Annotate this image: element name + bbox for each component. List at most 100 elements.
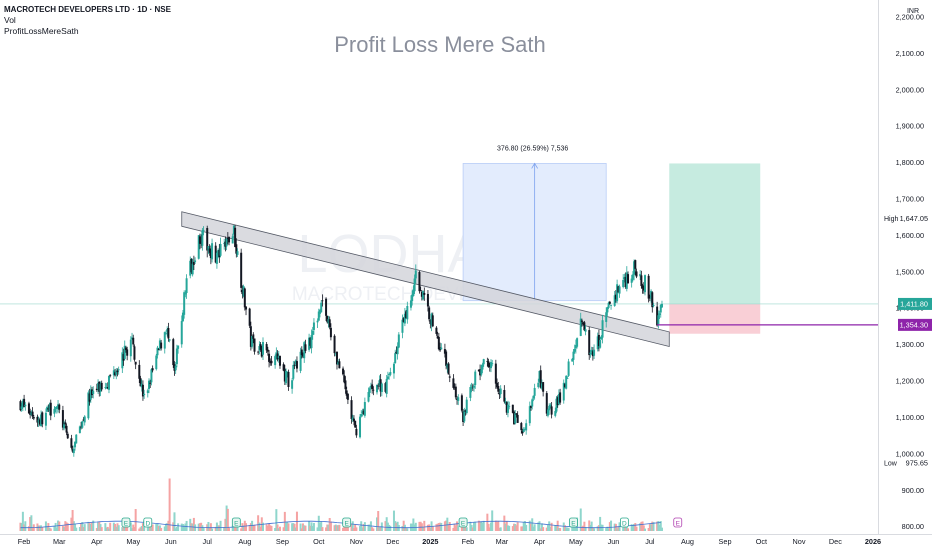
candle xyxy=(311,330,314,335)
volume-bar xyxy=(486,513,489,531)
volume-bar xyxy=(286,521,289,531)
stop-zone[interactable] xyxy=(669,303,761,334)
earnings-marker[interactable] xyxy=(569,517,578,528)
volume-bar xyxy=(269,525,272,531)
volume-bar xyxy=(539,528,542,531)
descending-channel[interactable] xyxy=(181,211,670,347)
volume-bar xyxy=(100,527,103,531)
symbol-title[interactable]: MACROTECH DEVELOPERS LTD · 1D · NSE xyxy=(4,5,171,14)
volume-bar xyxy=(81,522,84,531)
volume-bar xyxy=(172,522,175,531)
volume-bar xyxy=(207,521,210,531)
candle xyxy=(447,363,450,375)
volume-bar xyxy=(650,524,653,531)
volume-bar xyxy=(352,528,355,531)
volume-bar xyxy=(608,522,611,531)
volume-bar xyxy=(245,523,248,531)
volume-bar xyxy=(131,528,134,531)
candle xyxy=(481,364,484,370)
volume-bar xyxy=(181,524,184,531)
volume-bar xyxy=(515,525,518,531)
volume-bar xyxy=(236,525,239,531)
candle xyxy=(235,244,238,254)
candle xyxy=(361,411,364,413)
volume-bar xyxy=(660,527,663,531)
volume-bar xyxy=(225,505,228,531)
candle xyxy=(345,390,348,396)
candle xyxy=(567,361,570,376)
candle xyxy=(200,241,203,244)
earnings-marker[interactable] xyxy=(342,517,352,528)
vol-legend[interactable]: Vol xyxy=(4,15,16,25)
volume-bar xyxy=(363,522,366,531)
earnings-marker[interactable] xyxy=(231,517,241,528)
volume-bar xyxy=(582,525,585,531)
upcoming-earnings-marker[interactable] xyxy=(673,517,683,528)
volume-bar xyxy=(316,527,319,531)
earnings-marker-label: E xyxy=(571,521,576,528)
dividend-marker[interactable] xyxy=(143,517,153,528)
volume-bar xyxy=(262,522,265,531)
volume-bar xyxy=(652,522,655,531)
indicator-legend[interactable]: ProfitLossMereSath xyxy=(4,26,79,36)
candle xyxy=(409,300,412,308)
candle xyxy=(508,406,511,408)
volume-bar xyxy=(287,523,290,531)
volume-bar xyxy=(304,525,307,531)
x-tick-label: Feb xyxy=(18,537,31,546)
candle xyxy=(99,383,102,392)
volume-bar xyxy=(412,518,415,531)
volume-bar xyxy=(231,525,234,531)
volume-bar xyxy=(465,527,468,531)
volume-bar xyxy=(158,525,161,531)
candle xyxy=(260,349,263,357)
candle xyxy=(651,292,654,308)
candle xyxy=(328,319,331,328)
earnings-marker[interactable] xyxy=(458,517,468,528)
candle xyxy=(337,362,340,365)
volume-bar xyxy=(491,510,494,531)
volume-bar xyxy=(504,523,507,531)
volume-bar xyxy=(542,527,545,531)
candle xyxy=(448,376,451,378)
volume-bar xyxy=(61,525,64,531)
x-tick-label: 2025 xyxy=(422,537,438,546)
volume-bar xyxy=(494,520,497,531)
candle xyxy=(605,312,608,322)
candle xyxy=(580,320,583,322)
x-tick-label: Oct xyxy=(313,537,324,546)
volume-bar xyxy=(520,526,523,531)
candle xyxy=(659,305,662,313)
candle xyxy=(143,393,146,396)
candle xyxy=(183,292,186,315)
volume-bar xyxy=(80,523,83,531)
candle xyxy=(496,383,499,388)
volume-bar xyxy=(396,521,399,531)
target-zone[interactable] xyxy=(669,163,761,304)
candle xyxy=(299,351,302,371)
candle xyxy=(228,237,231,243)
candle xyxy=(359,416,362,438)
volume-bar xyxy=(63,527,66,531)
volume-bar xyxy=(437,523,440,531)
candle xyxy=(368,388,371,393)
candle xyxy=(251,336,254,347)
volume-bar xyxy=(511,526,514,531)
volume-bar xyxy=(20,523,23,531)
candle xyxy=(300,349,303,356)
volume-bar xyxy=(242,525,245,531)
dividend-marker[interactable] xyxy=(619,517,629,528)
volume-bar xyxy=(141,523,144,531)
earnings-marker[interactable] xyxy=(121,517,131,528)
candle xyxy=(140,383,143,388)
candle xyxy=(321,300,324,302)
volume-bar xyxy=(219,520,222,531)
volume-bar xyxy=(566,527,569,531)
candle xyxy=(372,389,375,391)
candle xyxy=(342,368,345,375)
candle xyxy=(389,372,392,375)
volume-bar xyxy=(234,526,237,531)
candle xyxy=(548,405,551,411)
